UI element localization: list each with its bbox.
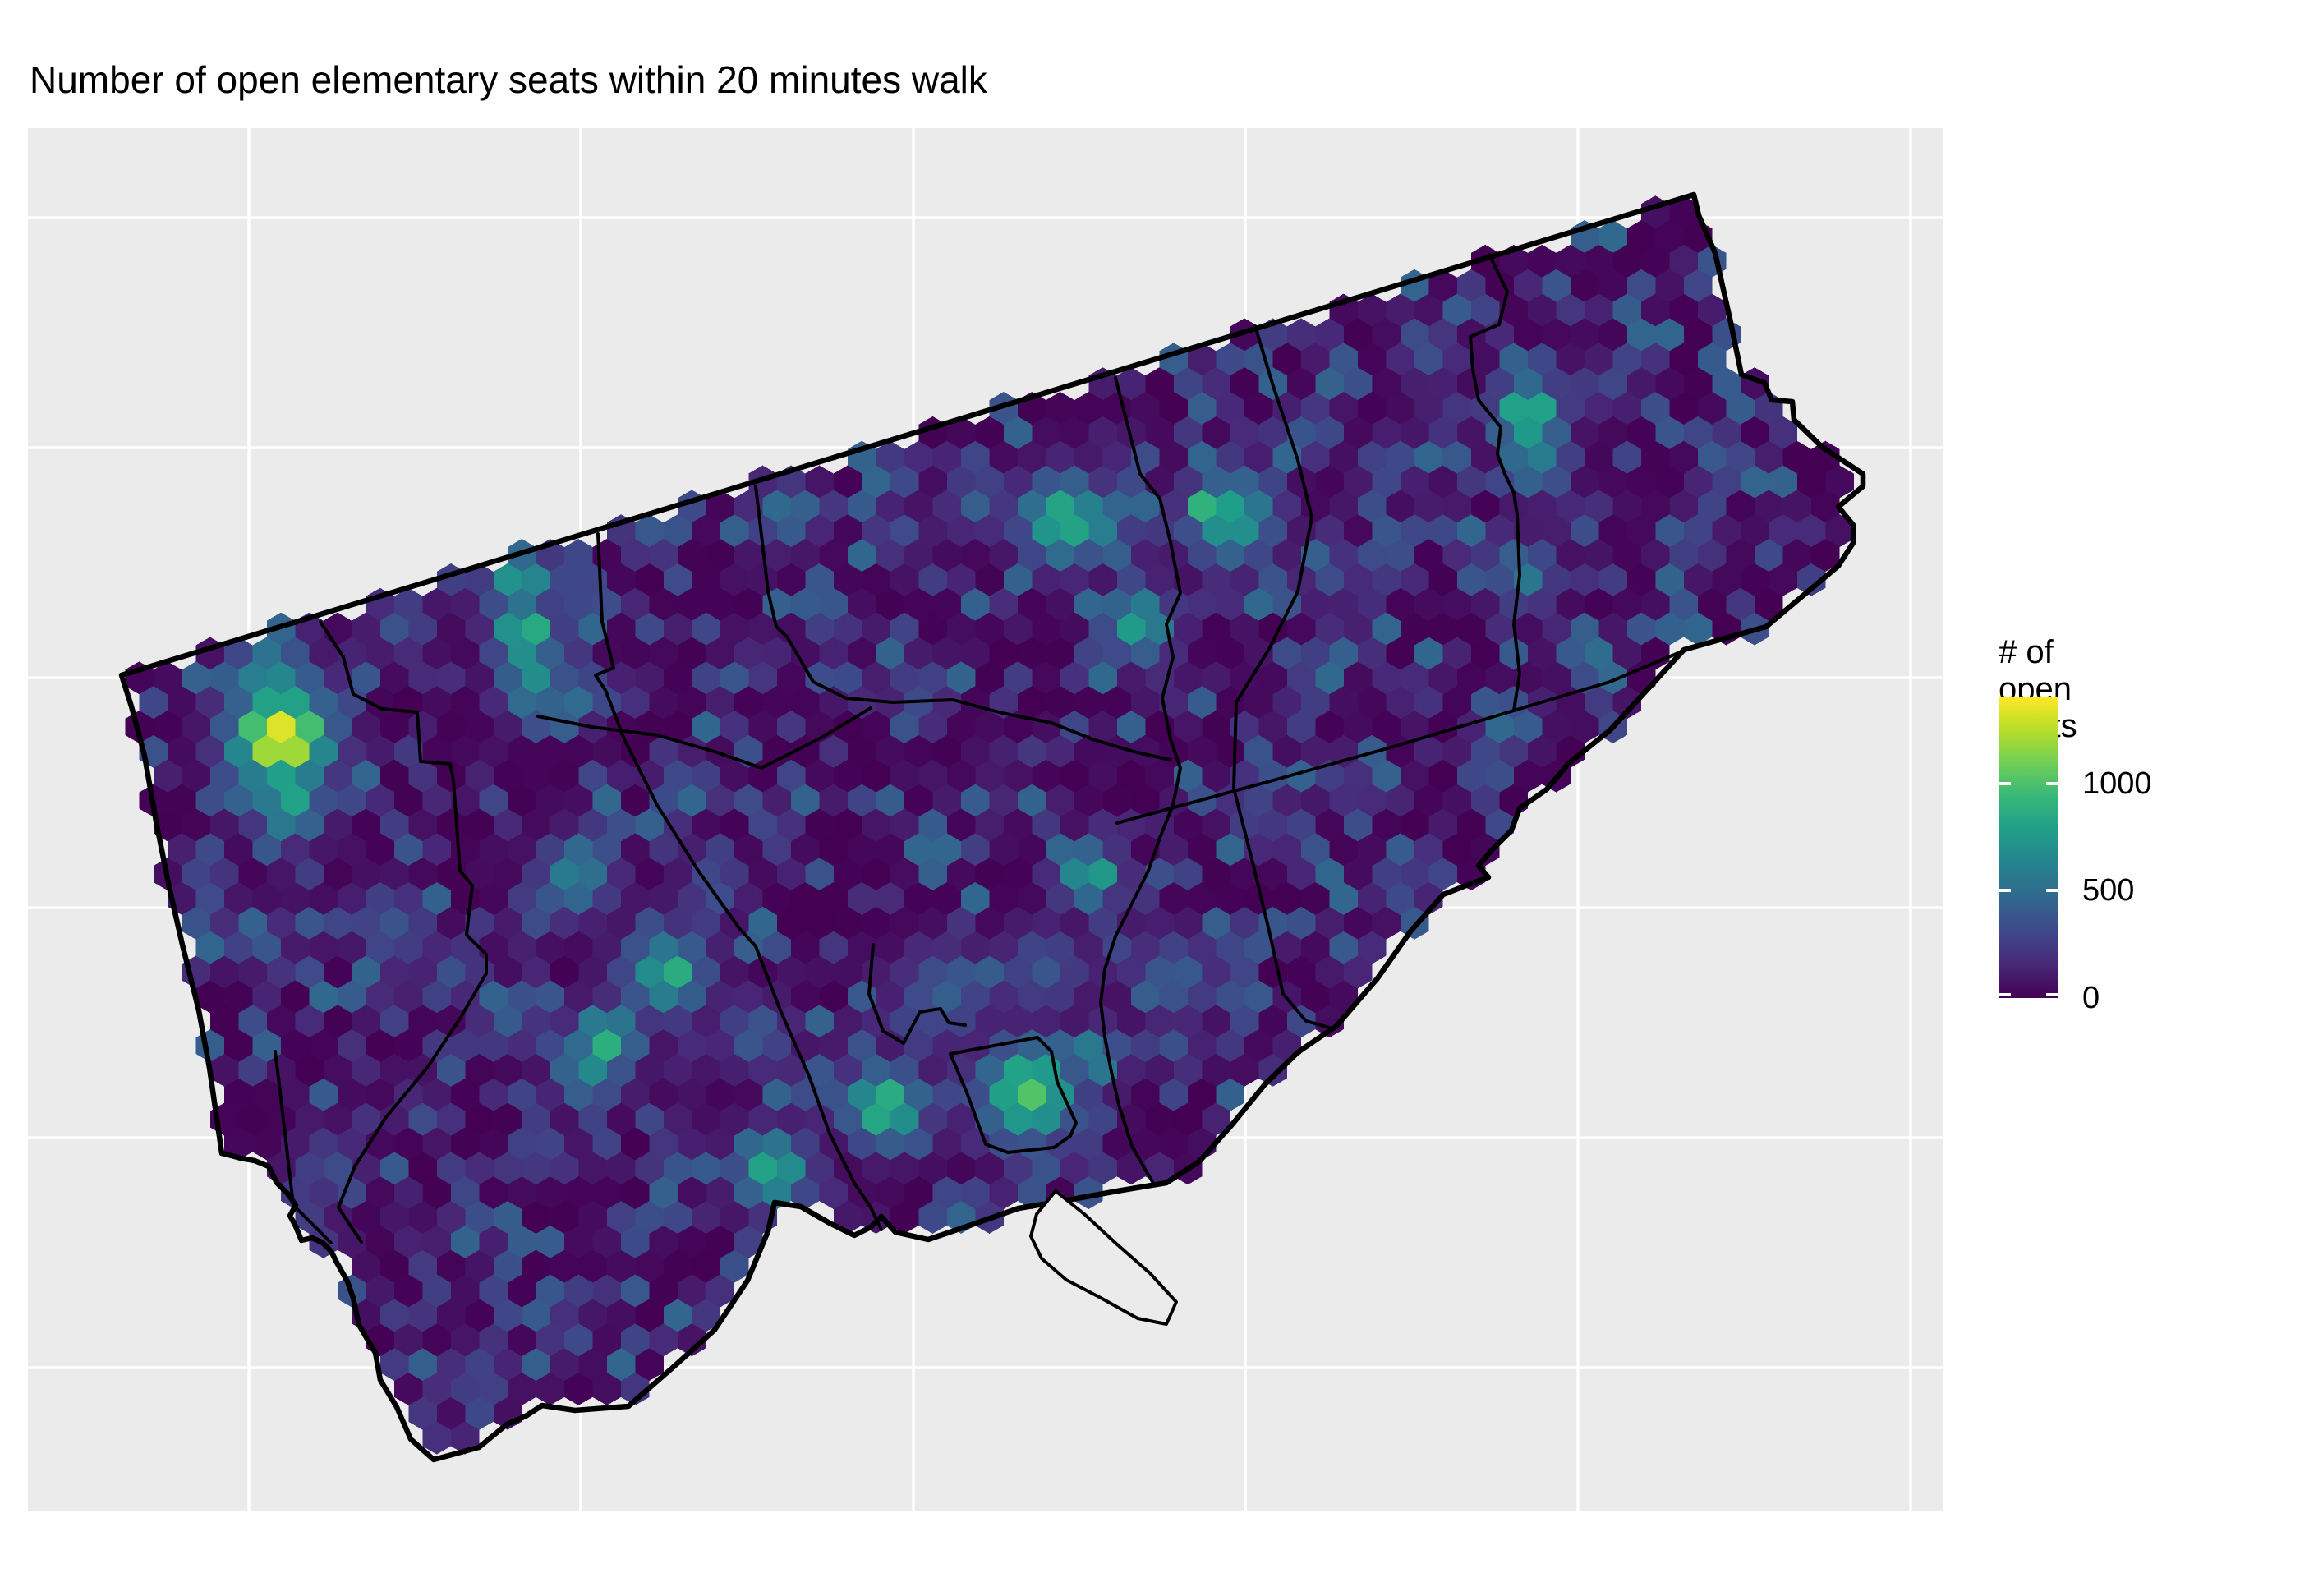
legend-tick-label-0: 0: [2082, 981, 2100, 1015]
legend-tick-mark: [1999, 889, 2011, 893]
chart-title: Number of open elementary seats within 2…: [30, 58, 987, 101]
legend-tick-mark: [1999, 993, 2011, 996]
legend-tick-label-500: 500: [2082, 873, 2135, 908]
legend-tick-mark: [1999, 781, 2011, 785]
legend-tick-mark: [2046, 889, 2058, 893]
legend-tick-mark: [2046, 781, 2058, 785]
legend-colorbar: [1999, 697, 2058, 998]
legend-tick-label-1000: 1000: [2082, 766, 2152, 801]
legend-tick-mark: [2046, 993, 2058, 996]
